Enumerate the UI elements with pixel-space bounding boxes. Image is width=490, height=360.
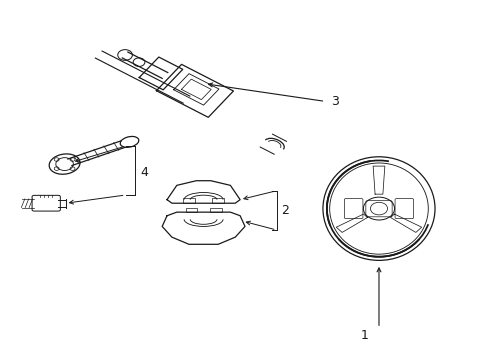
Text: 4: 4	[140, 166, 148, 179]
Text: 2: 2	[282, 204, 290, 217]
Text: 3: 3	[331, 95, 339, 108]
Text: 1: 1	[361, 329, 368, 342]
